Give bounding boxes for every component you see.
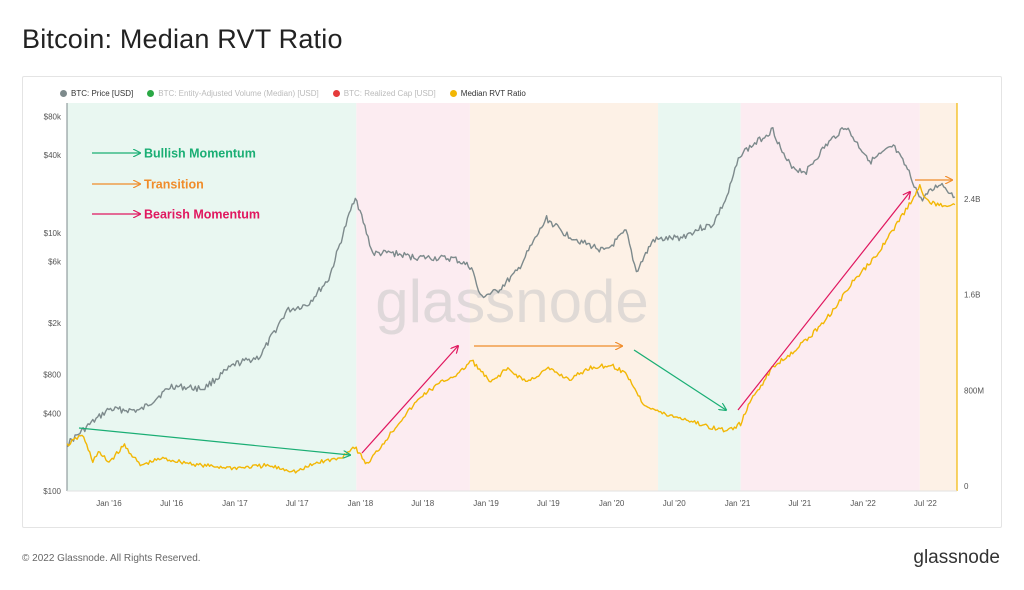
trend-arrow [78, 427, 350, 455]
y-left-tick: $800 [43, 370, 61, 379]
legend-label-realized-cap: BTC: Realized Cap [USD] [343, 88, 436, 98]
chart-legend: BTC: Price [USD] BTC: Entity-Adjusted Vo… [60, 86, 526, 100]
legend-item-realized-cap[interactable]: BTC: Realized Cap [USD] [332, 86, 436, 100]
region-transition [919, 103, 957, 491]
x-tick: Jul '21 [788, 499, 811, 508]
region-bearish [740, 103, 920, 491]
y-left-tick: $80k [44, 112, 62, 121]
annotation-label: Bullish Momentum [144, 147, 256, 161]
copyright: © 2022 Glassnode. All Rights Reserved. [22, 553, 201, 564]
x-tick: Jan '21 [725, 499, 751, 508]
x-tick: Jan '16 [96, 499, 122, 508]
legend-dot-realized-cap [332, 89, 340, 97]
trend-arrow [633, 349, 726, 410]
annotation-label: Transition [144, 178, 204, 192]
legend-label-volume: BTC: Entity-Adjusted Volume (Median) [US… [158, 88, 319, 98]
axes: $80k $40k $10k $6k $2k $800 $400 $100 2.4B 1.6B 80… [43, 103, 984, 508]
trend-arrow [737, 192, 910, 411]
y-left-tick: $400 [43, 409, 61, 418]
y-left-tick: $10k [44, 229, 62, 238]
trend-arrow [361, 346, 458, 454]
x-tick: Jul '17 [286, 499, 309, 508]
y-left-tick: $100 [43, 487, 61, 496]
legend-dot-price [60, 89, 67, 97]
y-left-tick: $2k [48, 319, 62, 328]
x-tick: Jan '20 [599, 499, 625, 508]
legend-item-rvt[interactable]: Median RVT Ratio [449, 86, 526, 100]
series-line-rvt [66, 184, 956, 474]
x-tick: Jan '22 [850, 499, 876, 508]
x-tick: Jul '16 [160, 499, 183, 508]
page-title: Bitcoin: Median RVT Ratio [22, 24, 343, 54]
x-tick: Jan '18 [348, 499, 374, 508]
region-bands [67, 103, 957, 491]
region-bullish [67, 103, 357, 491]
series-line-price [66, 127, 956, 448]
y-right-tick: 2.4B [964, 195, 980, 204]
legend-dot-volume [147, 89, 155, 97]
x-tick: Jan '19 [473, 499, 499, 508]
x-tick: Jul '18 [411, 499, 434, 508]
legend-annotations: Bullish Momentum Transition Bearish Moment… [92, 147, 260, 222]
region-transition [469, 103, 659, 491]
region-bullish [658, 103, 741, 491]
watermark: glassnode [375, 268, 649, 335]
y-left-tick: $6k [48, 258, 62, 267]
annotation-label: Bearish Momentum [144, 208, 260, 222]
y-right-tick: 800M [964, 386, 984, 395]
watermark-layer: glassnode [375, 268, 649, 335]
x-tick: Jul '20 [663, 499, 686, 508]
series-lines [66, 127, 956, 474]
legend-label-price: BTC: Price [USD] [71, 88, 134, 98]
x-tick: Jul '19 [537, 499, 560, 508]
legend-label-rvt: Median RVT Ratio [460, 88, 526, 98]
y-right-tick: 1.6B [964, 291, 980, 300]
y-left-tick: $40k [44, 151, 62, 160]
y-right-tick: 0 [964, 482, 969, 491]
region-bearish [356, 103, 470, 491]
legend-item-price[interactable]: BTC: Price [USD] [60, 86, 133, 100]
x-tick: Jan '17 [222, 499, 248, 508]
legend-item-volume[interactable]: BTC: Entity-Adjusted Volume (Median) [US… [147, 86, 319, 100]
legend-dot-rvt [449, 89, 457, 97]
brand-logo: glassnode [913, 547, 1000, 568]
x-tick: Jul '22 [914, 499, 937, 508]
trend-arrows [78, 180, 952, 455]
